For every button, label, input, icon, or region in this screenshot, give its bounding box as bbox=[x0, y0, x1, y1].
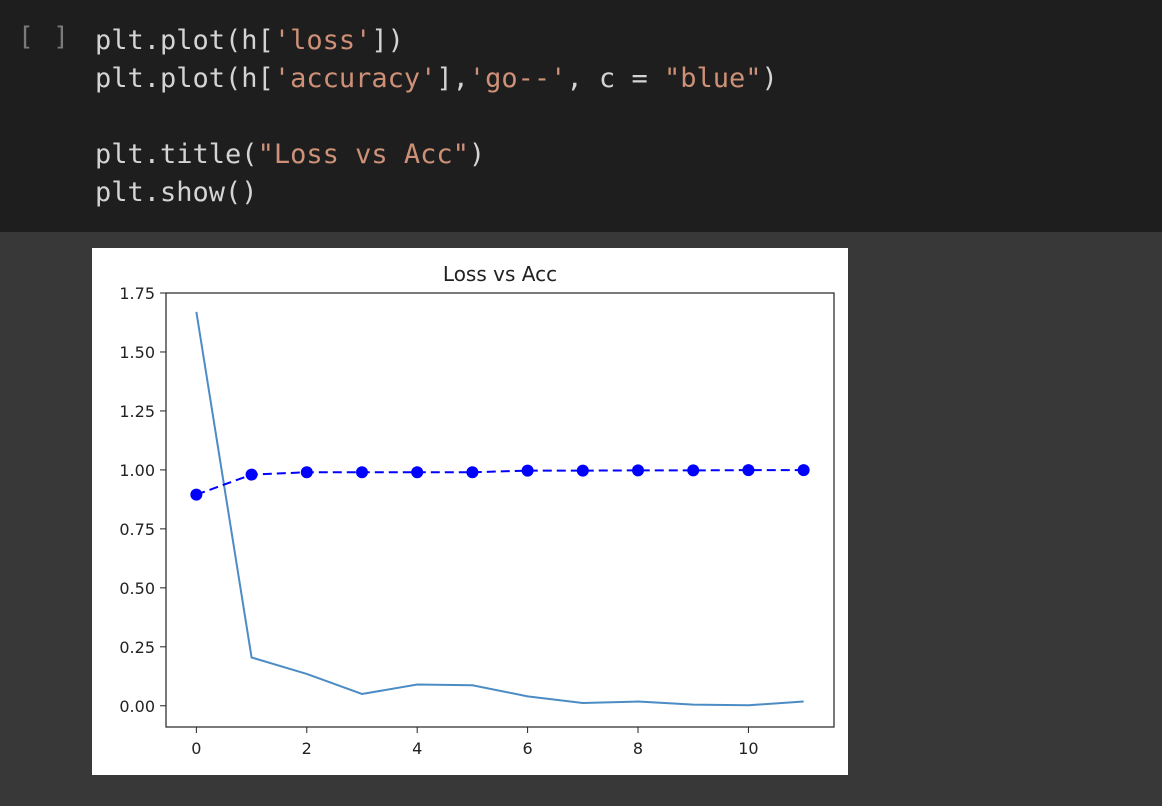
code-line: plt.show() bbox=[95, 174, 778, 212]
y-tick-label: 0.50 bbox=[119, 579, 155, 598]
code-string: 'go--' bbox=[468, 63, 567, 94]
y-tick-label: 1.50 bbox=[119, 343, 155, 362]
accuracy-point bbox=[355, 466, 368, 479]
x-tick-label: 2 bbox=[302, 739, 312, 758]
code-token: , c = bbox=[566, 63, 664, 94]
accuracy-point bbox=[687, 464, 700, 477]
plot-figure: Loss vs Acc 0.00 0.25 0.50 0.75 1.00 1.25 1.50 1… bbox=[92, 248, 848, 775]
x-tick-label: 0 bbox=[191, 739, 201, 758]
code-string: 'accuracy' bbox=[273, 63, 437, 94]
accuracy-point bbox=[742, 464, 755, 477]
chart-title: Loss vs Acc bbox=[443, 262, 557, 286]
y-tick-label: 0.00 bbox=[119, 697, 155, 716]
x-tick-label: 8 bbox=[633, 739, 643, 758]
loss-line bbox=[195, 311, 804, 707]
code-line: plt.title("Loss vs Acc") bbox=[95, 136, 778, 174]
code-token: plt.plot(h[ bbox=[95, 63, 274, 94]
accuracy-line bbox=[196, 469, 804, 496]
y-tick-label: 1.25 bbox=[119, 402, 155, 421]
code-cell[interactable]: [ ] plt.plot(h['loss']) plt.plot(h['accur… bbox=[0, 0, 1162, 233]
code-token: plt.plot(h[ bbox=[95, 25, 274, 56]
code-token: ) bbox=[468, 139, 486, 170]
axes-frame bbox=[165, 292, 835, 728]
code-token: plt.title( bbox=[95, 139, 258, 170]
accuracy-point bbox=[300, 466, 313, 479]
code-token: ]) bbox=[371, 25, 404, 56]
y-tick-label: 0.75 bbox=[119, 520, 155, 539]
code-line bbox=[95, 98, 778, 136]
accuracy-point bbox=[521, 464, 534, 477]
code-editor[interactable]: plt.plot(h['loss']) plt.plot(h['accuracy'… bbox=[95, 22, 778, 212]
accuracy-point bbox=[190, 488, 203, 501]
x-tick-label: 10 bbox=[738, 739, 758, 758]
code-string: "Loss vs Acc" bbox=[257, 139, 469, 170]
accuracy-point bbox=[632, 464, 645, 477]
code-token: ) bbox=[761, 63, 778, 94]
accuracy-point bbox=[245, 468, 258, 481]
code-token: plt.show() bbox=[95, 177, 258, 208]
accuracy-point bbox=[411, 466, 424, 479]
x-tick-label: 4 bbox=[412, 739, 422, 758]
loss-vs-acc-chart: Loss vs Acc 0.00 0.25 0.50 0.75 1.00 1.25 1.50 1… bbox=[119, 262, 835, 758]
code-token: ], bbox=[436, 63, 469, 94]
y-tick-label: 1.75 bbox=[119, 284, 155, 303]
y-tick-label: 0.25 bbox=[119, 638, 155, 657]
x-tick-label: 6 bbox=[523, 739, 533, 758]
code-line: plt.plot(h['accuracy'],'go--', c = "blue… bbox=[95, 60, 778, 98]
accuracy-point bbox=[466, 466, 479, 479]
code-string: 'loss' bbox=[273, 25, 372, 56]
accuracy-point bbox=[576, 464, 589, 477]
run-cell-button[interactable]: [ ] bbox=[18, 22, 71, 52]
code-line: plt.plot(h['loss']) bbox=[95, 22, 778, 60]
accuracy-point bbox=[797, 464, 810, 477]
y-tick-label: 1.00 bbox=[119, 461, 155, 480]
code-string: "blue" bbox=[663, 63, 762, 94]
